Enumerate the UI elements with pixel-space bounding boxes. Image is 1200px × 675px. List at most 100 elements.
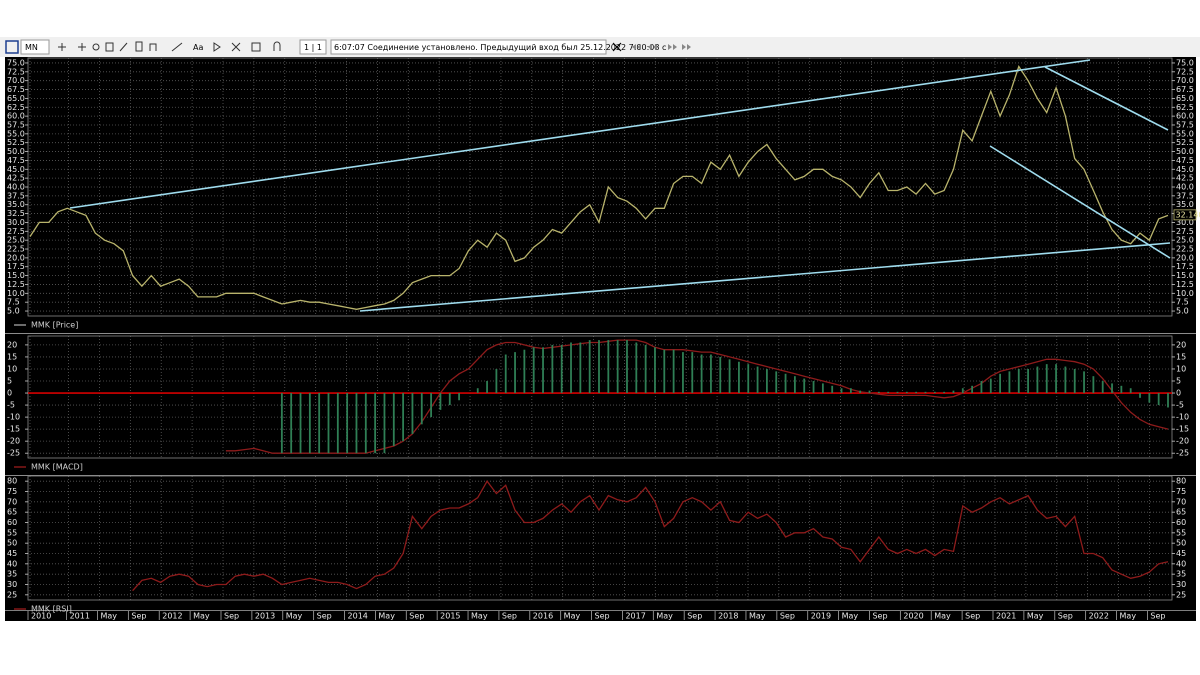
y-tick-label: 57.5 [1176,120,1194,129]
histogram-bar [654,347,656,394]
time-label: 2018 [718,612,738,621]
histogram-bar [1148,393,1151,403]
histogram-bar [971,385,974,394]
time-label: May [378,612,395,621]
histogram-bar [598,340,600,394]
y-tick-label: -20 [7,437,20,446]
histogram-bar [859,390,862,394]
period-box[interactable] [20,39,50,55]
y-tick-label: 72.5 [1176,67,1194,76]
font-button[interactable]: Aa [193,43,203,52]
histogram-bar [999,373,1001,394]
histogram-bar [1120,385,1123,394]
y-tick-label: 67.5 [1176,85,1194,94]
y-tick-label: 70.0 [1176,76,1194,85]
y-tick-label: 70.0 [7,76,25,85]
histogram-bar [793,376,796,394]
y-tick-label: 20.0 [1176,253,1194,262]
histogram-bar [607,340,610,394]
histogram-bar [1139,393,1141,398]
histogram-bar [700,354,703,394]
series-line [132,480,1169,592]
histogram-bar [336,393,339,454]
y-tick-label: 55 [1176,528,1186,537]
panel-frame [27,475,1173,601]
y-tick-label: 35.0 [7,200,25,209]
y-tick-label: 62.5 [7,103,25,112]
histogram-bar [374,393,377,454]
y-tick-label: 30 [7,580,17,589]
tool-icons[interactable] [58,41,183,52]
page-box[interactable] [299,39,327,55]
y-tick-label: -25 [7,449,20,458]
y-tick-label: 70 [1176,497,1186,506]
histogram-bar [663,349,666,394]
y-tick-label: 20.0 [7,253,25,262]
histogram-bar [1157,393,1160,406]
y-tick-label: 32.5 [7,209,25,218]
y-tick-label: 0 [1176,389,1181,398]
y-tick-label: 20 [7,340,17,349]
histogram-bar [980,380,983,394]
histogram-bar [803,378,806,394]
time-label: Sep [595,612,610,621]
chart-icon[interactable] [5,40,19,54]
y-tick-label: 42.5 [1176,174,1194,183]
histogram-bar [290,393,293,454]
panel-label: MMK [RSI] [31,605,72,614]
y-tick-label: 35 [1176,570,1186,579]
histogram-bar [933,391,936,394]
y-tick-label: 10.0 [1176,289,1194,298]
y-tick-label: 10 [1176,364,1186,373]
y-tick-label: 40 [7,559,17,568]
y-tick-label: 25 [7,590,17,599]
histogram-bar [784,373,787,394]
nav-icons[interactable] [632,44,691,50]
histogram-bar [1036,366,1039,394]
histogram-bar [1092,376,1095,394]
time-label: May [934,612,951,621]
histogram-bar [1167,393,1169,408]
histogram-bar [840,388,843,394]
histogram-bar [747,364,750,394]
time-label: 2011 [70,612,90,621]
y-tick-label: 60.0 [1176,112,1194,121]
y-tick-label: 30.0 [1176,218,1194,227]
y-tick-label: 35 [7,570,17,579]
time-label: Sep [687,612,702,621]
y-tick-label: 75 [1176,487,1186,496]
histogram-bar [831,385,834,394]
trend-line[interactable] [359,242,1171,312]
histogram-bar [1064,366,1067,394]
time-label: 2016 [533,612,553,621]
time-label: Sep [965,612,980,621]
histogram-bar [551,344,554,394]
trend-line[interactable] [1044,66,1169,131]
tool-icons-2[interactable] [213,41,281,52]
page-label: 1 | 1 [304,43,322,52]
time-label: 2015 [440,612,460,621]
y-tick-label: 37.5 [1176,191,1194,200]
histogram-bar [635,342,638,394]
histogram-bar [989,378,992,394]
histogram-bar [1017,368,1020,394]
histogram-bar [514,352,516,394]
close-icon[interactable] [612,42,622,52]
histogram-bar [644,344,647,394]
y-tick-label: 62.5 [1176,103,1194,112]
y-tick-label: 37.5 [7,191,25,200]
y-tick-label: 50 [1176,539,1186,548]
histogram-bar [943,391,946,394]
histogram-bar [626,340,628,394]
y-tick-label: 15.0 [1176,271,1194,280]
y-tick-label: 30.0 [7,218,25,227]
trend-line[interactable] [989,145,1171,259]
time-label: 2013 [255,612,275,621]
y-tick-label: 75 [7,487,17,496]
histogram-bar [439,393,442,410]
histogram-bar [420,393,423,425]
y-tick-label: 15 [1176,352,1186,361]
trend-line[interactable] [69,59,1091,209]
time-label: Sep [780,612,795,621]
